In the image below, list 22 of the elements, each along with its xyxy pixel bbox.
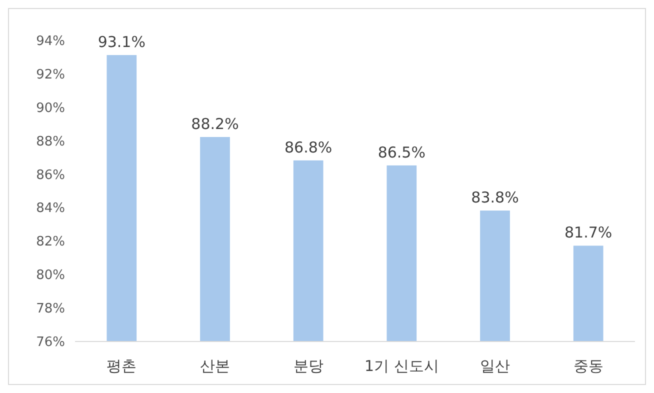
x-tick-label: 분당 <box>293 357 324 375</box>
data-label: 88.2% <box>191 114 239 133</box>
y-tick-label: 78% <box>36 302 65 317</box>
y-tick-label: 92% <box>36 67 65 82</box>
x-tick-label: 평촌 <box>106 357 137 375</box>
x-tick-label: 1기 신도시 <box>364 357 439 375</box>
data-label: 86.8% <box>284 138 332 156</box>
y-tick-label: 94% <box>36 34 65 49</box>
y-tick-label: 84% <box>36 201 65 216</box>
data-label: 93.1% <box>98 33 146 52</box>
y-tick-label: 86% <box>36 168 65 183</box>
y-tick-label: 82% <box>36 234 65 250</box>
x-tick-label: 산본 <box>200 357 230 375</box>
y-tick-label: 88% <box>36 134 65 150</box>
y-tick-label: 76% <box>36 335 65 350</box>
data-label: 86.5% <box>378 143 426 162</box>
data-label: 81.7% <box>564 224 612 242</box>
x-tick-label: 중동 <box>573 357 604 375</box>
data-label: 83.8% <box>471 188 519 207</box>
x-tick-label: 일산 <box>480 357 510 375</box>
y-tick-label: 90% <box>36 100 65 116</box>
y-tick-label: 80% <box>36 268 65 284</box>
